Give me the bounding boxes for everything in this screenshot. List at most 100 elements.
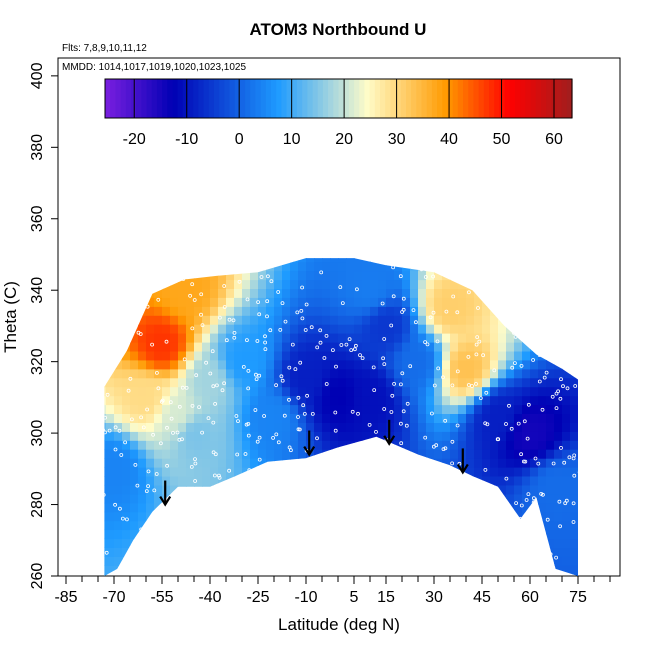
heatmap-cell — [258, 386, 267, 397]
heatmap-cell — [170, 297, 179, 307]
track-point — [255, 439, 260, 444]
heatmap-cell — [226, 279, 235, 289]
heatmap-cell — [186, 476, 195, 486]
heatmap-cell — [138, 368, 147, 379]
heatmap-cell — [322, 324, 331, 334]
heatmap-cell — [242, 404, 251, 414]
heatmap-cell — [482, 458, 491, 468]
heatmap-cell — [562, 511, 571, 522]
track-point — [129, 417, 134, 422]
heatmap-cell — [538, 458, 547, 468]
heatmap-cell — [290, 377, 299, 388]
heatmap-cell — [442, 431, 451, 441]
heatmap-cell — [386, 306, 395, 316]
heatmap-cell — [162, 350, 171, 361]
heatmap-cell — [274, 306, 283, 316]
heatmap-cell — [330, 261, 339, 272]
heatmap-cell — [434, 404, 443, 414]
heatmap-cell — [490, 333, 499, 343]
heatmap-cell — [554, 377, 563, 388]
colorbar-tick-label: 30 — [388, 131, 406, 148]
heatmap-cell — [394, 279, 403, 289]
heatmap-cell — [282, 422, 291, 432]
heatmap-cell — [362, 297, 371, 307]
track-point — [315, 436, 319, 441]
track-point — [255, 339, 260, 343]
track-point — [474, 342, 479, 347]
heatmap-cell — [170, 306, 179, 316]
heatmap-cell — [210, 413, 219, 423]
heatmap-cell — [130, 422, 139, 432]
heatmap-cell — [538, 493, 547, 504]
heatmap-cell — [530, 350, 539, 361]
heatmap-cell — [562, 467, 571, 477]
colorbar-tick-label: -20 — [123, 131, 146, 148]
heatmap-cell — [490, 404, 499, 414]
heatmap-cell — [242, 377, 251, 388]
heatmap-cell — [226, 440, 235, 450]
heatmap-cell — [450, 368, 459, 379]
heatmap-cell — [104, 511, 107, 522]
track-point — [423, 435, 428, 440]
heatmap-cell — [506, 333, 515, 343]
heatmap-cell — [170, 413, 179, 423]
track-point — [330, 348, 335, 353]
heatmap-cell — [194, 449, 203, 459]
heatmap-cell — [282, 350, 291, 361]
arrow-marker — [303, 430, 316, 457]
heatmap-cell — [554, 395, 563, 406]
track-point — [268, 328, 273, 333]
heatmap-cell — [578, 520, 579, 531]
heatmap-cell — [370, 395, 379, 406]
heatmap-cell — [434, 386, 443, 397]
heatmap-cell — [234, 377, 243, 388]
heatmap-cell — [370, 342, 379, 352]
heatmap-cell — [450, 359, 459, 370]
track-point — [382, 407, 387, 411]
heatmap-cell — [434, 449, 443, 459]
heatmap-cell — [106, 377, 115, 388]
heatmap-cell — [426, 368, 435, 379]
heatmap-cell — [330, 288, 339, 298]
heatmap-cell — [546, 538, 555, 548]
heatmap-cell — [402, 270, 411, 281]
heatmap-cell — [274, 315, 283, 325]
heatmap-cell — [290, 324, 299, 334]
heatmap-cell — [426, 270, 435, 281]
heatmap-cell — [418, 422, 427, 432]
colorbar-segment — [452, 79, 459, 118]
colorbar-tick-label: 0 — [235, 131, 244, 148]
track-point — [257, 435, 262, 440]
heatmap-cell — [410, 297, 419, 307]
heatmap-cell — [258, 315, 267, 325]
heatmap-cell — [138, 502, 147, 513]
heatmap-cell — [426, 279, 435, 289]
heatmap-cell — [562, 368, 571, 379]
heatmap-cell — [210, 288, 219, 298]
heatmap-cell — [426, 333, 435, 343]
heatmap-cell — [170, 342, 179, 352]
heatmap-cell — [538, 413, 547, 423]
heatmap-cell — [506, 467, 515, 477]
heatmap-cell — [554, 404, 563, 414]
heatmap-cell — [338, 261, 347, 272]
heatmap-cell — [354, 422, 363, 432]
heatmap-cell — [154, 413, 163, 423]
track-point — [318, 328, 323, 333]
heatmap-cell — [242, 458, 251, 468]
colorbar-segment — [478, 79, 485, 118]
heatmap-cell — [314, 440, 323, 450]
heatmap-cell — [394, 431, 403, 441]
track-point — [293, 367, 298, 372]
heatmap-cell — [514, 440, 523, 450]
heatmap-cell — [450, 288, 459, 298]
heatmap-cell — [104, 556, 107, 566]
heatmap-cell — [402, 386, 411, 397]
heatmap-cell — [106, 395, 115, 406]
heatmap-cell — [274, 297, 283, 307]
track-point — [526, 492, 531, 497]
heatmap-cell — [218, 458, 227, 468]
heatmap-cell — [274, 359, 283, 370]
heatmap-cell — [386, 279, 395, 289]
heatmap-cell — [378, 431, 387, 441]
